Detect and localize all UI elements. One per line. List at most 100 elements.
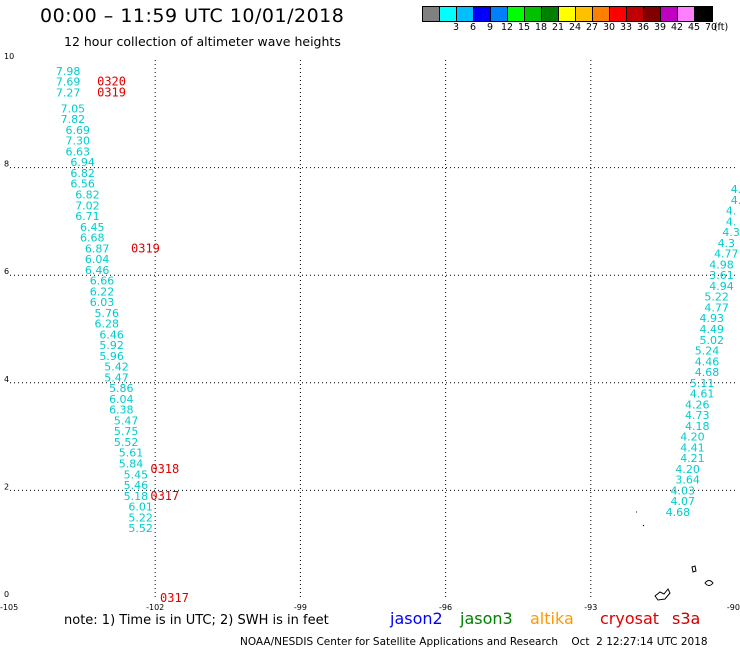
swh-value: 5.52 bbox=[128, 522, 153, 535]
color-swatch bbox=[525, 7, 542, 21]
swh-value: 6.68 bbox=[80, 232, 105, 245]
swh-value: 6.82 bbox=[75, 189, 100, 202]
swh-value: 6.45 bbox=[80, 221, 105, 234]
swh-value: 4.07 bbox=[671, 495, 696, 508]
color-swatch bbox=[610, 7, 627, 21]
lat-tick-label: 6 bbox=[4, 267, 9, 276]
color-swatch bbox=[440, 7, 457, 21]
pass-time-label: 0319 bbox=[97, 85, 126, 99]
swh-value: 5.24 bbox=[695, 345, 720, 358]
swh-value: 6.56 bbox=[70, 178, 95, 191]
color-scale-tick: 39 bbox=[653, 22, 667, 33]
swh-value: 6.04 bbox=[109, 393, 134, 406]
legend-jason3: jason3 bbox=[460, 609, 513, 628]
color-scale-tick: 18 bbox=[534, 22, 548, 33]
swh-value: 4.68 bbox=[695, 366, 720, 379]
color-scale-unit: (ft) bbox=[713, 22, 729, 33]
swh-value: 6.94 bbox=[70, 156, 95, 169]
color-swatch bbox=[491, 7, 508, 21]
lat-tick-label: 10 bbox=[4, 52, 14, 61]
color-scale-tick: 15 bbox=[517, 22, 531, 33]
swh-value: 4.98 bbox=[709, 258, 734, 271]
swh-value: 4.03 bbox=[671, 484, 696, 497]
swh-value: 4.61 bbox=[690, 388, 715, 401]
swh-value: 4.18 bbox=[685, 420, 710, 433]
swh-value: 4.49 bbox=[700, 323, 725, 336]
color-scale-tick: 12 bbox=[500, 22, 514, 33]
swh-value: 4.41 bbox=[680, 441, 705, 454]
swh-value: 5.92 bbox=[99, 339, 124, 352]
swh-value: 4. bbox=[731, 194, 740, 207]
color-scale-tick: 24 bbox=[568, 22, 582, 33]
color-swatch bbox=[474, 7, 491, 21]
swh-value: 6.66 bbox=[90, 275, 115, 288]
color-scale-tick: 3 bbox=[452, 22, 460, 33]
swh-value: 4.68 bbox=[666, 506, 691, 519]
swh-value: 5.52 bbox=[114, 436, 139, 449]
swh-value: 4.77 bbox=[704, 301, 729, 314]
swh-value: 6.46 bbox=[99, 328, 124, 341]
axis-tick-labels: 10 8 6 4 2 0 -105 -102 -99 -96 -93 -90 bbox=[0, 52, 740, 612]
swh-value: 6.22 bbox=[90, 285, 115, 298]
swh-value: 5.22 bbox=[128, 511, 153, 524]
swh-value: 4.20 bbox=[680, 431, 705, 444]
legend-cryosat: cryosat bbox=[600, 609, 660, 628]
pass-time-label: 0318 bbox=[150, 462, 179, 476]
color-swatch bbox=[644, 7, 661, 21]
color-swatch bbox=[423, 7, 440, 21]
swh-value: 7.82 bbox=[61, 113, 86, 126]
swh-value: 3.64 bbox=[675, 474, 700, 487]
swh-value: 5.84 bbox=[119, 458, 144, 471]
swh-value: 4.94 bbox=[709, 280, 734, 293]
color-scale-tick: 36 bbox=[636, 22, 650, 33]
swh-value: 5.96 bbox=[99, 350, 124, 363]
island-outline bbox=[691, 565, 697, 573]
lon-tick-label: -105 bbox=[0, 603, 18, 612]
color-scale-tick: 42 bbox=[670, 22, 684, 33]
swh-value: 4.26 bbox=[685, 398, 710, 411]
lon-tick-label: -102 bbox=[146, 603, 164, 612]
swh-value: 6.63 bbox=[66, 145, 91, 158]
swh-value: 4. bbox=[731, 183, 740, 196]
swh-value: 5.47 bbox=[104, 371, 129, 384]
swh-value: 5.22 bbox=[704, 291, 729, 304]
swh-value: 5.11 bbox=[690, 377, 715, 390]
swh-value: 5.76 bbox=[95, 307, 120, 320]
pass-time-label: 0319 bbox=[131, 241, 160, 255]
island-outline bbox=[642, 524, 645, 527]
color-swatch bbox=[508, 7, 525, 21]
swh-value: 7.05 bbox=[61, 102, 86, 115]
swh-value: 4.3 bbox=[718, 237, 736, 250]
lat-tick-label: 4 bbox=[4, 375, 9, 384]
swh-value: 4. bbox=[726, 205, 737, 218]
lat-lon-grid bbox=[10, 60, 736, 598]
swh-value: 7.98 bbox=[56, 65, 81, 78]
color-swatch bbox=[576, 7, 593, 21]
color-scale-tick: 33 bbox=[619, 22, 633, 33]
color-scale-tick: 21 bbox=[551, 22, 565, 33]
color-swatch bbox=[559, 7, 576, 21]
swh-value: 5.86 bbox=[109, 382, 134, 395]
pass-time-label: 0317 bbox=[160, 591, 189, 605]
color-swatch bbox=[542, 7, 559, 21]
legend-altika: altika bbox=[530, 609, 574, 628]
color-scale-labels: 3 6 9 12 15 18 21 24 27 30 33 36 39 42 45 70 (ft) bbox=[422, 22, 740, 36]
page-title: 00:00 – 11:59 UTC 10/01/2018 bbox=[40, 5, 345, 27]
color-swatch bbox=[457, 7, 474, 21]
color-scale-tick: 27 bbox=[585, 22, 599, 33]
lat-tick-label: 0 bbox=[4, 590, 9, 599]
lat-tick-label: 8 bbox=[4, 160, 9, 169]
islands bbox=[636, 511, 714, 601]
swh-value: 5.42 bbox=[104, 361, 129, 374]
pass-time-label: 0320 bbox=[97, 75, 126, 89]
swh-value: 5.75 bbox=[114, 425, 139, 438]
island-outline bbox=[654, 588, 671, 601]
swh-value: 3.61 bbox=[709, 269, 734, 282]
swh-value: 6.82 bbox=[70, 167, 95, 180]
color-scale-tick: 30 bbox=[602, 22, 616, 33]
footnote: note: 1) Time is in UTC; 2) SWH is in fe… bbox=[64, 613, 329, 628]
swh-value: 4.77 bbox=[714, 248, 739, 261]
color-swatch bbox=[695, 7, 712, 21]
swh-value: 4.20 bbox=[675, 463, 700, 476]
